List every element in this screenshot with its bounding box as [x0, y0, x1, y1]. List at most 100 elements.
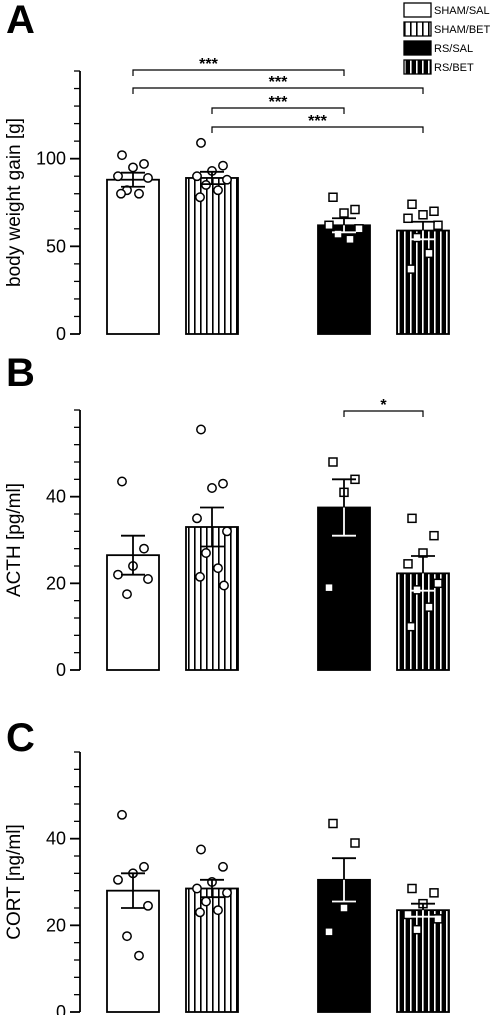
data-point [213, 563, 223, 574]
data-point [113, 874, 123, 885]
data-point [412, 232, 422, 243]
data-point [403, 559, 413, 569]
data-point [143, 900, 153, 911]
bar-rs-bet [396, 229, 450, 335]
data-point [113, 171, 123, 182]
data-point [117, 809, 127, 820]
y-tick-label: 20 [46, 915, 66, 935]
data-point [192, 883, 202, 894]
data-point [406, 621, 416, 632]
y-tick-label: 0 [56, 660, 66, 680]
significance-bracket [343, 410, 424, 417]
data-point [403, 909, 413, 920]
panel-c: 0 20 40 CORT [ng/ml] [4, 751, 450, 1015]
legend-label-rs-bet: RS/BET [434, 62, 474, 74]
y-tick-label: 20 [46, 573, 66, 593]
data-point [139, 158, 149, 169]
data-point [195, 571, 205, 582]
data-point [222, 526, 232, 537]
data-point [339, 208, 349, 218]
significance-label: *** [269, 94, 288, 111]
data-point [339, 903, 349, 913]
data-point [201, 548, 211, 558]
significance-bracket [211, 107, 345, 114]
data-point [218, 861, 228, 872]
y-tick-label: 50 [46, 236, 66, 256]
data-point [117, 150, 127, 161]
data-point [403, 213, 413, 224]
data-point [218, 478, 228, 489]
data-point [195, 907, 205, 918]
panel-a: 0 50 100 body weight gain [g] *** *** *** *** [4, 56, 450, 344]
significance-label: *** [199, 56, 218, 73]
data-point [328, 818, 338, 829]
data-point [207, 483, 217, 493]
data-point [122, 589, 132, 600]
data-point [324, 582, 334, 593]
data-point [219, 580, 229, 591]
data-point [429, 888, 439, 898]
data-point [429, 530, 439, 541]
legend-swatch-rs-sal [403, 40, 432, 56]
data-point [122, 931, 132, 942]
data-point [192, 513, 202, 524]
data-point [424, 248, 434, 259]
data-point [218, 160, 228, 171]
data-point [407, 513, 417, 524]
significance-label: * [380, 397, 387, 414]
bar-sham-sal [106, 178, 160, 335]
panel-b: 0 20 40 ACTH [pg/ml] * [4, 397, 450, 680]
legend-label-sham-bet: SHAM/BET [434, 24, 491, 36]
y-tick-label: 40 [46, 487, 66, 507]
data-point [324, 927, 334, 937]
data-point [222, 174, 232, 185]
y-tick-label: 100 [36, 149, 66, 169]
panel-letter-a: A [6, 0, 35, 42]
data-point [328, 192, 338, 202]
data-point [196, 844, 206, 855]
bar-sham-bet [185, 887, 239, 1013]
legend-swatch-sham-bet [403, 21, 432, 37]
y-axis-label: body weight gain [g] [4, 118, 25, 287]
data-point [424, 602, 434, 612]
data-point [406, 264, 416, 274]
data-point [354, 224, 364, 234]
data-point [324, 220, 334, 231]
y-tick-label: 40 [46, 829, 66, 849]
bar-sham-bet [185, 177, 239, 335]
data-point [412, 924, 422, 935]
data-point [195, 192, 205, 203]
data-point [407, 883, 417, 894]
significance-bracket [132, 87, 424, 94]
data-point [134, 950, 144, 961]
data-point [139, 543, 149, 554]
data-point [134, 188, 144, 199]
data-point [139, 861, 149, 872]
data-point [333, 229, 343, 239]
bar-sham-bet [185, 526, 239, 671]
y-tick-label: 0 [56, 324, 66, 344]
data-point [213, 905, 223, 916]
data-point [117, 476, 127, 487]
data-point [407, 199, 417, 210]
y-axis-label: CORT [ng/ml] [4, 824, 25, 939]
data-point [418, 210, 428, 220]
data-point [128, 162, 138, 173]
data-point [350, 838, 360, 848]
data-point [350, 204, 360, 215]
legend-label-sham-sal: SHAM/SAL [434, 5, 490, 17]
significance-label: *** [269, 74, 288, 91]
legend-swatch-rs-bet [403, 59, 432, 75]
data-point [116, 188, 126, 199]
panel-letter-c: C [6, 716, 35, 760]
legend-swatch-sham-sal [403, 2, 432, 18]
data-point [429, 206, 439, 217]
bar-rs-bet [396, 909, 450, 1013]
y-tick-label: 0 [56, 1002, 66, 1015]
data-point [143, 574, 153, 584]
significance-bracket [132, 69, 345, 76]
significance-label: *** [308, 113, 327, 130]
significance-bracket [211, 126, 424, 133]
data-point [113, 569, 123, 580]
